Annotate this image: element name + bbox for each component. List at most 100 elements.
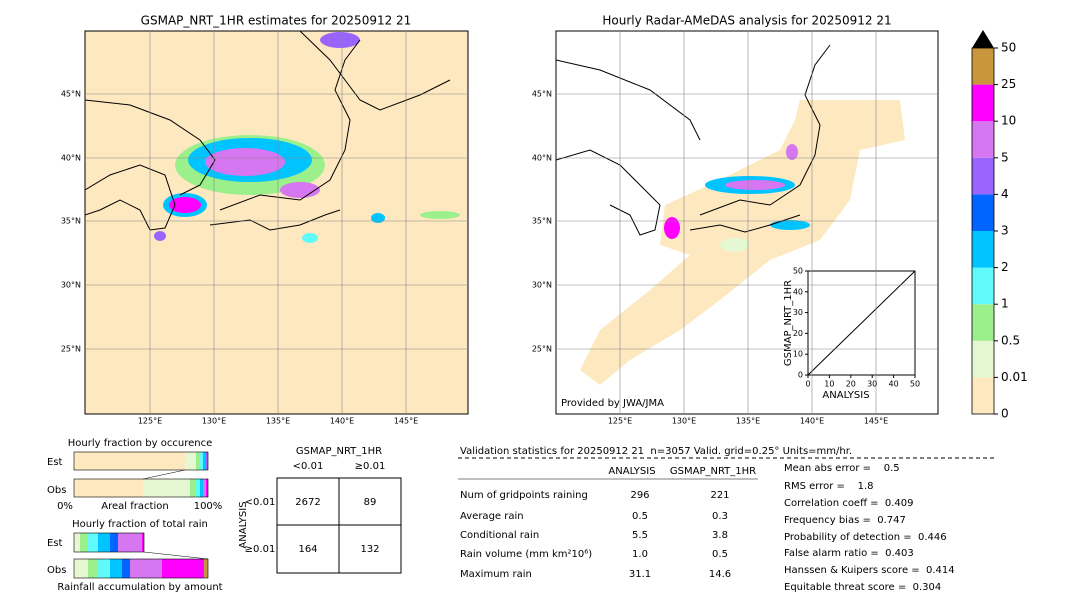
x-tick-label: 20 [846,380,856,389]
row-label: Conditional rain [460,530,539,541]
colorbar-segment [972,340,994,378]
lon-label: 125°E [138,417,162,426]
cell: 164 [298,544,317,555]
lat-label: 30°N [532,281,552,290]
contingency-title: GSMAP_NRT_1HR [296,446,382,457]
credit: Provided by JWA/JMA [561,398,664,409]
score: Equitable threat score = 0.304 [784,582,941,593]
diagonal [807,270,916,376]
colorbar-label: 50 [1001,41,1016,55]
total-rain-bars [73,532,209,579]
score: Mean abs error = 0.5 [784,463,900,474]
colorbar-label: 0.01 [1001,370,1028,384]
map-frame [84,30,469,415]
colorbar-label: 0 [1001,407,1009,421]
column-header: GSMAP_NRT_1HR [670,466,756,477]
row-label: Average rain [460,511,524,522]
score: False alarm ratio = 0.403 [784,548,914,559]
colorbar-segment [972,84,994,122]
y-tick-label: 50 [793,267,803,276]
y-tick-label: 10 [793,350,803,359]
colorbar-segment [972,48,994,85]
contingency-grid [276,477,402,574]
left-map [84,30,469,415]
rain-field [85,31,460,243]
validation-header: Validation statistics for 20250912 21 n=… [460,446,852,457]
score: Probability of detection = 0.446 [784,532,947,543]
axis-label: 0% [57,501,73,512]
lon-label: 135°E [266,417,290,426]
lat-label: 45°N [532,90,552,99]
gsmap-value: 3.8 [712,530,728,541]
analysis-value: 1.0 [632,549,648,560]
score: Frequency bias = 0.747 [784,515,906,526]
lat-label: 35°N [532,217,552,226]
colorbar-segment [972,194,994,231]
colorbar-segment [972,231,994,268]
colorbar-segment [972,121,994,158]
cell: 89 [364,497,377,508]
lon-label: 135°E [736,417,760,426]
lon-label: 125°E [608,417,632,426]
analysis-value: 0.5 [632,511,648,522]
y-tick-label: 0 [798,371,803,380]
lat-label: 25°N [532,345,552,354]
row-label: Obs [47,565,66,576]
axis-label: 100% [194,501,223,512]
analysis-value: 296 [630,490,649,501]
analysis-value: 5.5 [632,530,648,541]
column-header: ANALYSIS [608,466,655,477]
score: RMS error = 1.8 [784,481,874,492]
colorbar-segment [972,267,994,305]
colorbar-segment [972,377,994,414]
score: Correlation coeff = 0.409 [784,498,914,509]
col-label: <0.01 [293,461,324,472]
row-label: Rain volume (mm km²10⁶) [460,549,592,560]
rain-field [556,44,905,385]
lon-label: 145°E [394,417,418,426]
y-tick-label: 30 [793,308,803,317]
scatter-inset: ANALYSIS GSMAP_NRT_1HR [783,270,916,401]
total-rain-title: Hourly fraction of total rain [72,519,208,530]
cell: 132 [360,544,379,555]
colorbar-label: 25 [1001,77,1016,91]
colorbar-label: 4 [1001,187,1009,201]
x-tick-label: 50 [910,380,920,389]
x-tick-label: 10 [824,380,834,389]
lat-label: 40°N [532,154,552,163]
x-tick-label: 0 [805,380,810,389]
row-label: <0.01 [245,497,276,508]
lat-label: 45°N [61,90,81,99]
map-frame [555,30,939,415]
colorbar-segment [972,157,994,195]
right-title: Hourly Radar-AMeDAS analysis for 2025091… [602,14,891,28]
lon-label: 140°E [800,417,824,426]
total-rain-footer: Rainfall accumulation by amount [57,582,222,593]
gsmap-value: 0.3 [712,511,728,522]
colorbar-label: 1 [1001,297,1009,311]
lat-label: 35°N [61,217,81,226]
score: Hanssen & Kuipers score = 0.414 [784,565,955,576]
scatter-xlabel: ANALYSIS [822,390,869,401]
axis-label: Areal fraction [101,501,168,512]
colorbar-segment [972,304,994,341]
colorbar-label: 2 [1001,260,1009,274]
colorbar-label: 10 [1001,114,1016,128]
colorbar-label: 3 [1001,224,1009,238]
occurrence-bars [73,451,209,498]
scatter-ylabel: GSMAP_NRT_1HR [783,280,794,366]
row-label: Num of gridpoints raining [460,490,588,501]
map-background [85,31,468,414]
colorbar-extend [972,30,994,48]
lon-label: 130°E [202,417,226,426]
col-label: ≥0.01 [355,461,386,472]
y-tick-label: 40 [793,287,803,296]
row-label: Est [47,538,63,549]
gsmap-value: 14.6 [709,569,731,580]
lon-label: 140°E [330,417,354,426]
left-title: GSMAP_NRT_1HR estimates for 20250912 21 [141,14,412,28]
x-tick-label: 30 [867,380,877,389]
lon-label: 130°E [672,417,696,426]
lat-label: 30°N [61,281,81,290]
